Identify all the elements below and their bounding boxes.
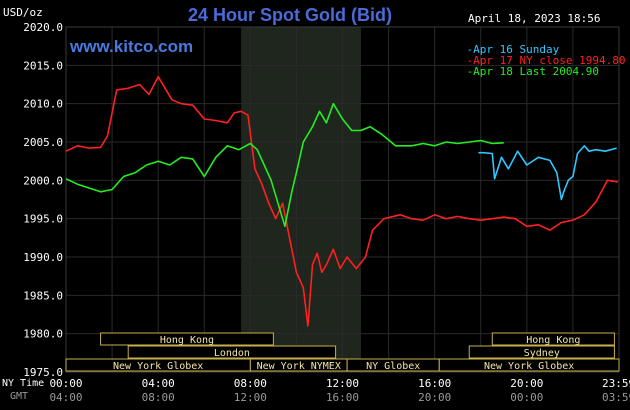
session-label: New York Globex: [484, 361, 574, 372]
y-tick-labels: 2020.0 2015.0 2010.0 2005.0 2000.0 1995.0 1990…: [23, 21, 63, 379]
series-layer: [65, 76, 618, 327]
legend-item-apr16: -Apr 16 Sunday: [440, 30, 560, 69]
legend-label-apr16: Apr 16 Sunday: [473, 43, 560, 56]
y-tick-label: 2005.0: [23, 136, 63, 149]
line-series-apr18: [65, 102, 504, 228]
line-series-apr17: [65, 76, 618, 327]
y-tick-label: 1990.0: [23, 251, 63, 264]
y-tick-label: 1980.0: [23, 328, 63, 341]
y-tick-label: 1985.0: [23, 289, 63, 302]
plot-border: [65, 26, 620, 373]
chart-title: 24 Hour Spot Gold (Bid): [188, 5, 392, 25]
datetime-label: April 18, 2023 18:56: [468, 12, 601, 25]
legend-marker-apr16: -: [466, 43, 474, 56]
session-label: Hong Kong: [526, 335, 580, 346]
session-label: Sydney: [524, 348, 560, 359]
session-label: New York NYMEX: [257, 361, 341, 372]
x-tick-label-gmt: 16:00: [326, 391, 359, 404]
x-tick-label-ny: 23:59: [602, 377, 630, 390]
market-hours-shade: [241, 27, 361, 372]
unit-label: USD/oz: [3, 6, 43, 19]
legend-label-apr18: Apr 18 Last 2004.90: [473, 65, 599, 78]
x-axis-row1-label: NY Time: [2, 378, 45, 389]
session-label: Hong Kong: [160, 335, 214, 346]
session-bar: [100, 332, 274, 346]
session-bar: [127, 345, 337, 359]
y-tick-label: 2010.0: [23, 98, 63, 111]
legend-marker-apr17: -: [466, 54, 474, 67]
legend-item-apr17: -Apr 17 NY close 1994.80: [440, 41, 626, 80]
x-tick-label-ny: 20:00: [510, 377, 543, 390]
y-tick-label: 2000.0: [23, 174, 63, 187]
y-tick-label: 2015.0: [23, 59, 63, 72]
x-tick-label-gmt: 03:59: [602, 391, 630, 404]
session-bar: [438, 358, 620, 372]
x-tick-label-ny: 00:00: [49, 377, 82, 390]
y-tick-label: 1995.0: [23, 213, 63, 226]
session-label: New York Globex: [113, 361, 203, 372]
session-bar: [468, 345, 615, 359]
y-tick-label: 1975.0: [23, 366, 63, 379]
grid-layer: [65, 26, 620, 373]
x-tick-labels: 00:0004:0004:0008:0008:0012:0012:0016:00…: [49, 377, 630, 404]
x-tick-label-ny: 04:00: [142, 377, 175, 390]
x-tick-label-gmt: 08:00: [142, 391, 175, 404]
x-tick-label-ny: 16:00: [418, 377, 451, 390]
x-tick-label-gmt: 20:00: [418, 391, 451, 404]
session-bar: [491, 332, 615, 346]
x-tick-label-gmt: 12:00: [234, 391, 267, 404]
legend-item-apr18: -Apr 18 Last 2004.90: [440, 52, 599, 91]
legend-label-apr17: Apr 17 NY close 1994.80: [473, 54, 626, 67]
session-label: London: [214, 348, 250, 359]
shade-layer: [241, 27, 361, 372]
x-axis-row2-label: GMT: [10, 391, 29, 402]
x-tick-label-ny: 08:00: [234, 377, 267, 390]
session-label: NY Globex: [366, 361, 420, 372]
x-tick-label-ny: 12:00: [326, 377, 359, 390]
legend-marker-apr18: -: [466, 65, 474, 78]
y-tick-label: 2020.0: [23, 21, 63, 34]
x-tick-label-gmt: 00:00: [510, 391, 543, 404]
line-series-apr16: [478, 145, 617, 201]
site-watermark: www.kitco.com: [70, 37, 194, 56]
x-tick-label-gmt: 04:00: [49, 391, 82, 404]
